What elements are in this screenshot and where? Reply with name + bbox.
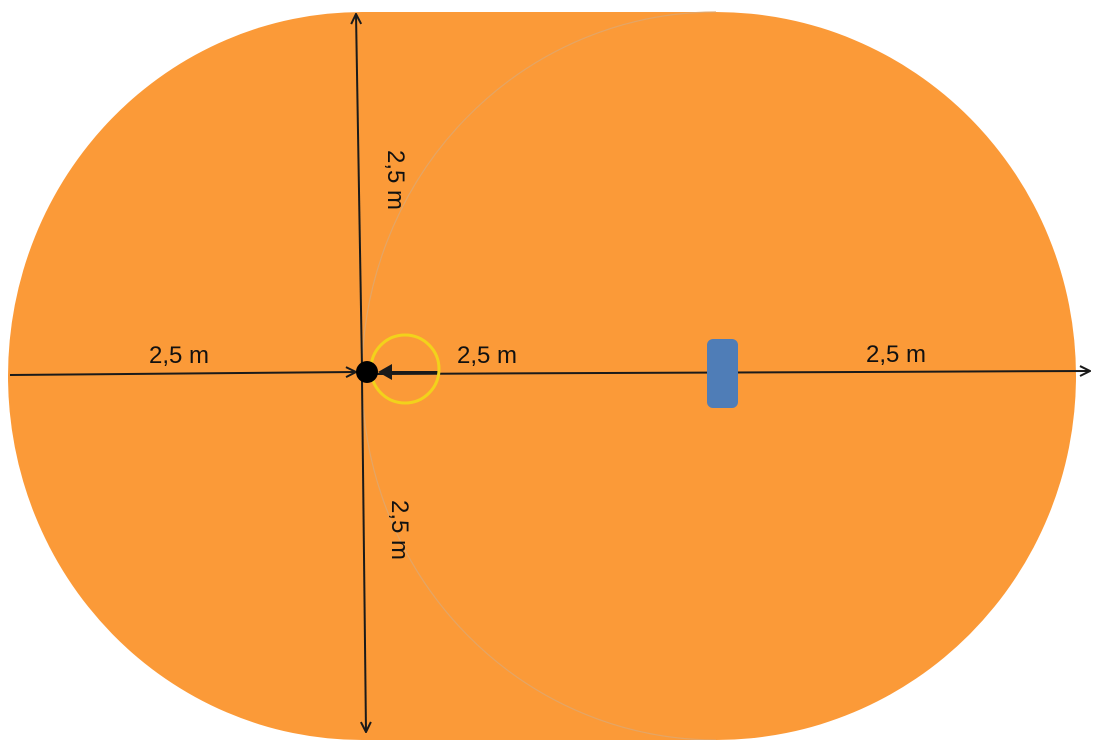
vertical-axis-down — [362, 379, 366, 732]
horizontal-axis-left — [9, 372, 356, 375]
blue-marker — [707, 339, 738, 408]
label-far-right: 2,5 m — [866, 341, 926, 368]
vertical-axis-up — [356, 14, 363, 369]
label-bottom-vertical: 2,5 m — [386, 500, 413, 560]
center-pointer-arrowhead — [378, 364, 392, 380]
label-center-right: 2,5 m — [457, 342, 517, 369]
center-point — [356, 361, 378, 383]
label-top-vertical: 2,5 m — [382, 150, 409, 210]
orange-field — [8, 12, 1076, 740]
label-left-horizontal: 2,5 m — [149, 342, 209, 369]
